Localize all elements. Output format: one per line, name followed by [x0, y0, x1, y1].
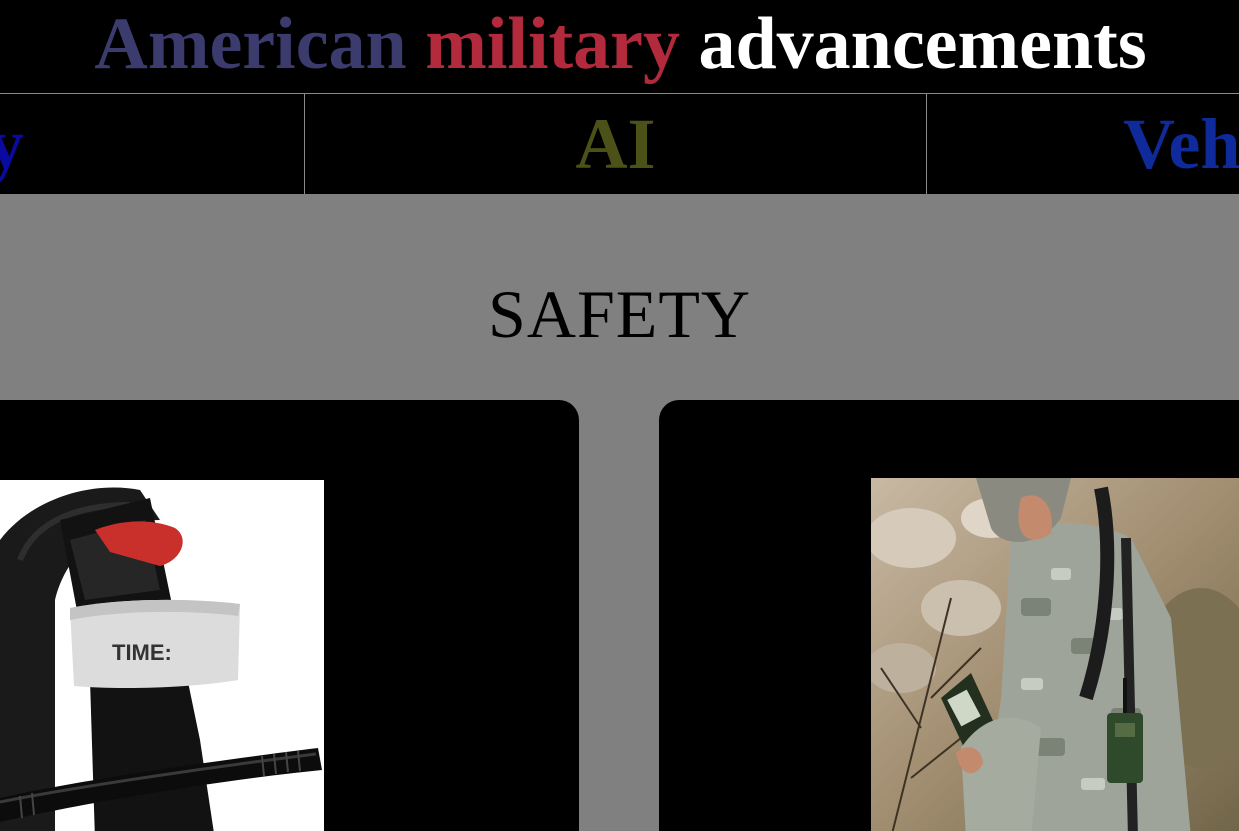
card-communications[interactable] [659, 400, 1239, 831]
title-word-american: American [94, 3, 407, 85]
title-word-military: military [425, 3, 681, 85]
title-word-advancements: advancements [698, 3, 1147, 85]
tab-ai[interactable]: AI [305, 94, 927, 194]
safety-section: SAFETY TIME: [0, 194, 1239, 831]
tourniquet-photo: TIME: [0, 480, 324, 831]
tab-vehicles[interactable]: Veh [1123, 104, 1239, 184]
tourniquet-time-label: TIME: [112, 640, 172, 665]
category-tabs: fety AI Veh [0, 93, 1239, 194]
site-title: American military advancements [0, 0, 1239, 88]
tab-safety[interactable]: fety [0, 94, 305, 194]
card-tourniquet[interactable]: TIME: [0, 400, 579, 831]
section-title: SAFETY [488, 276, 751, 352]
site-header: American military advancements [0, 0, 1239, 93]
soldier-with-radio-photo [871, 478, 1239, 831]
